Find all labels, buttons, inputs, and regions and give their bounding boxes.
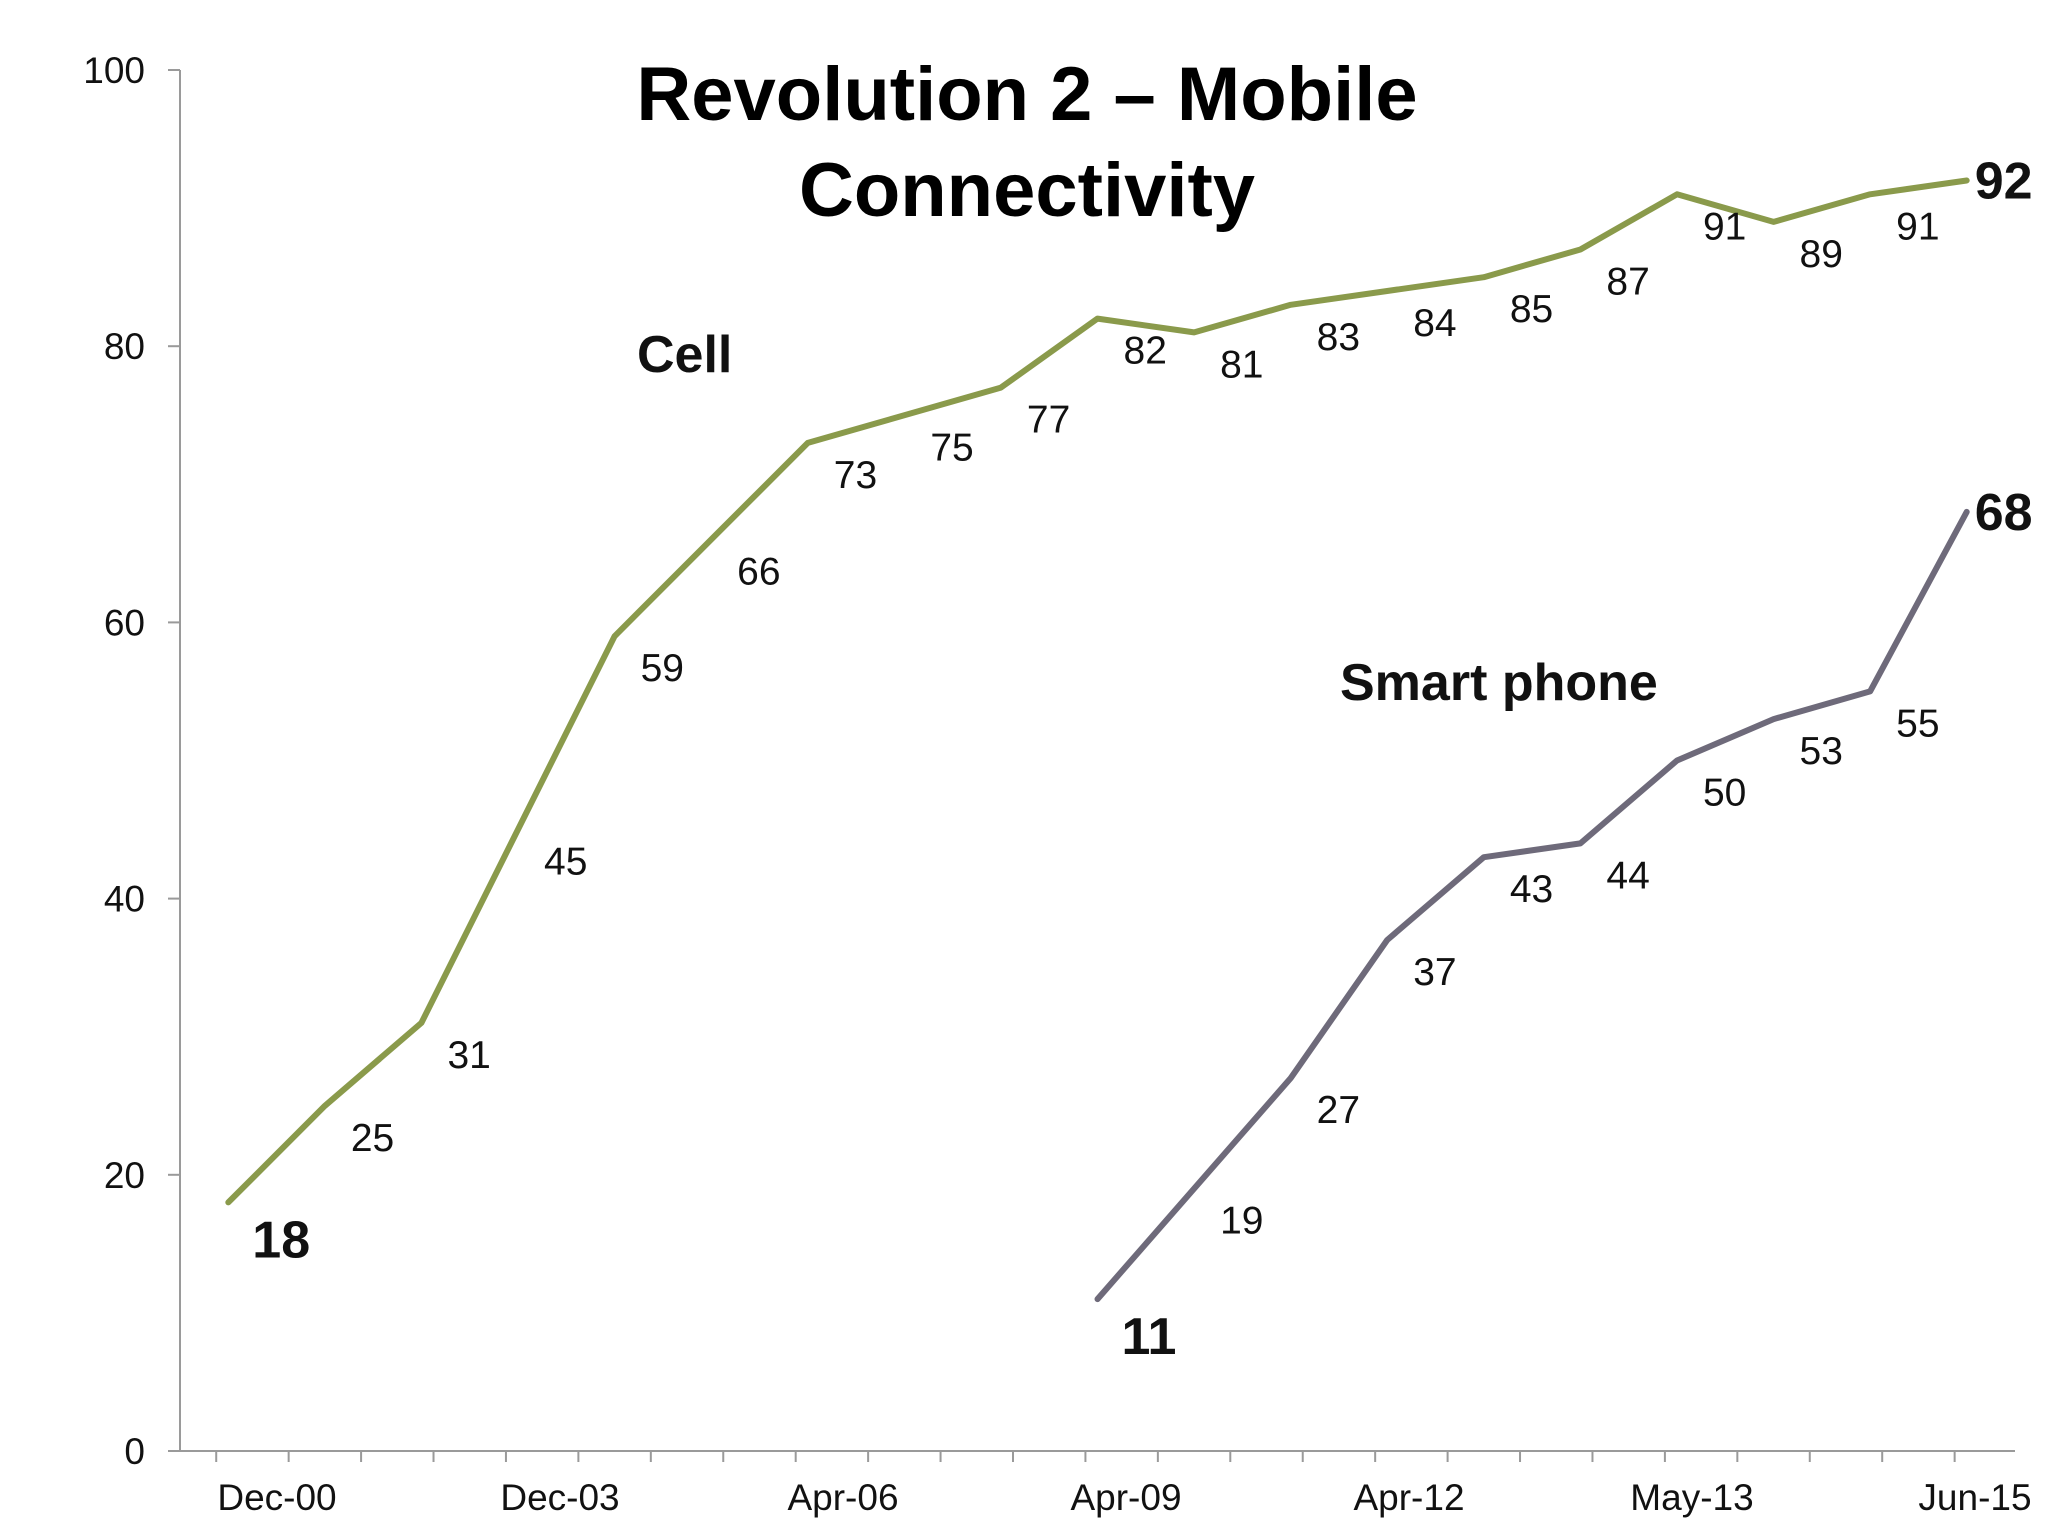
y-tick-label: 0 <box>124 1431 145 1472</box>
y-tick-label: 80 <box>104 326 145 367</box>
data-label-cell: 18 <box>252 1211 310 1269</box>
data-label-cell: 81 <box>1220 343 1263 386</box>
data-label-cell: 25 <box>351 1117 394 1160</box>
data-label-cell: 84 <box>1413 302 1456 345</box>
data-label-smart-phone: 50 <box>1703 772 1746 815</box>
data-label-smart-phone: 53 <box>1800 730 1843 773</box>
x-axis: Dec-00 Dec-03 Apr-06 Apr-09 Apr-12 May-13 Jun-… <box>170 1450 2032 1518</box>
data-label-cell: 91 <box>1896 205 1939 248</box>
data-label-cell: 45 <box>544 841 587 884</box>
data-label-cell: 66 <box>737 551 780 594</box>
data-label-smart-phone: 11 <box>1122 1308 1177 1366</box>
x-tick-label: Dec-03 <box>500 1477 619 1518</box>
data-label-cell: 83 <box>1317 316 1360 359</box>
x-tick-label: Jun-15 <box>1918 1477 2031 1518</box>
data-label-cell: 82 <box>1124 330 1167 373</box>
data-label-smart-phone: 19 <box>1220 1200 1263 1243</box>
chart-title-line-1: Revolution 2 – Mobile <box>636 52 1417 137</box>
data-label-smart-phone: 27 <box>1317 1089 1360 1132</box>
series-names: Cell Smart phone <box>637 326 1658 712</box>
series-name-smart-phone: Smart phone <box>1340 654 1658 712</box>
x-tick-label: May-13 <box>1630 1477 1753 1518</box>
data-label-smart-phone: 44 <box>1606 854 1649 897</box>
data-label-cell: 75 <box>930 426 973 469</box>
data-label-cell: 59 <box>641 647 684 690</box>
data-label-cell: 87 <box>1606 261 1649 304</box>
data-label-cell: 77 <box>1027 399 1070 442</box>
data-label-cell: 73 <box>834 454 877 497</box>
series-layer: 18 25 31 45 59 66 73 75 77 82 81 83 84 85 87 91 89 91 92 11… <box>225 152 2033 1366</box>
y-tick-label: 20 <box>104 1155 145 1196</box>
series-line-smart-phone <box>1094 508 1970 1303</box>
data-label-smart-phone: 55 <box>1896 702 1939 745</box>
y-axis-ticks: 0 20 40 60 80 100 <box>83 50 180 1472</box>
x-tick-label: Apr-06 <box>787 1477 898 1518</box>
data-label-cell: 91 <box>1703 205 1746 248</box>
chart-title: Revolution 2 – Mobile Connectivity <box>636 52 1417 233</box>
data-label-cell: 85 <box>1510 288 1553 331</box>
y-tick-label: 60 <box>104 602 145 643</box>
y-tick-label: 40 <box>104 879 145 920</box>
series-name-cell: Cell <box>637 326 732 384</box>
x-tick-label: Apr-12 <box>1353 1477 1464 1518</box>
data-label-smart-phone: 37 <box>1413 951 1456 994</box>
x-tick-label: Dec-00 <box>217 1477 336 1518</box>
data-label-cell: 89 <box>1800 233 1843 276</box>
data-label-smart-phone: 68 <box>1975 484 2033 542</box>
data-label-cell: 92 <box>1975 152 2033 210</box>
x-axis-ticks: Dec-00 Dec-03 Apr-06 Apr-09 Apr-12 May-13 Jun-… <box>215 1451 2032 1518</box>
data-label-cell: 31 <box>447 1034 490 1077</box>
y-axis: 0 20 40 60 80 100 <box>83 50 181 1472</box>
chart-title-line-2: Connectivity <box>799 148 1255 233</box>
x-tick-label: Apr-09 <box>1070 1477 1181 1518</box>
data-label-smart-phone: 43 <box>1510 868 1553 911</box>
series-line-cell <box>225 177 1970 1206</box>
y-tick-label: 100 <box>83 50 145 91</box>
